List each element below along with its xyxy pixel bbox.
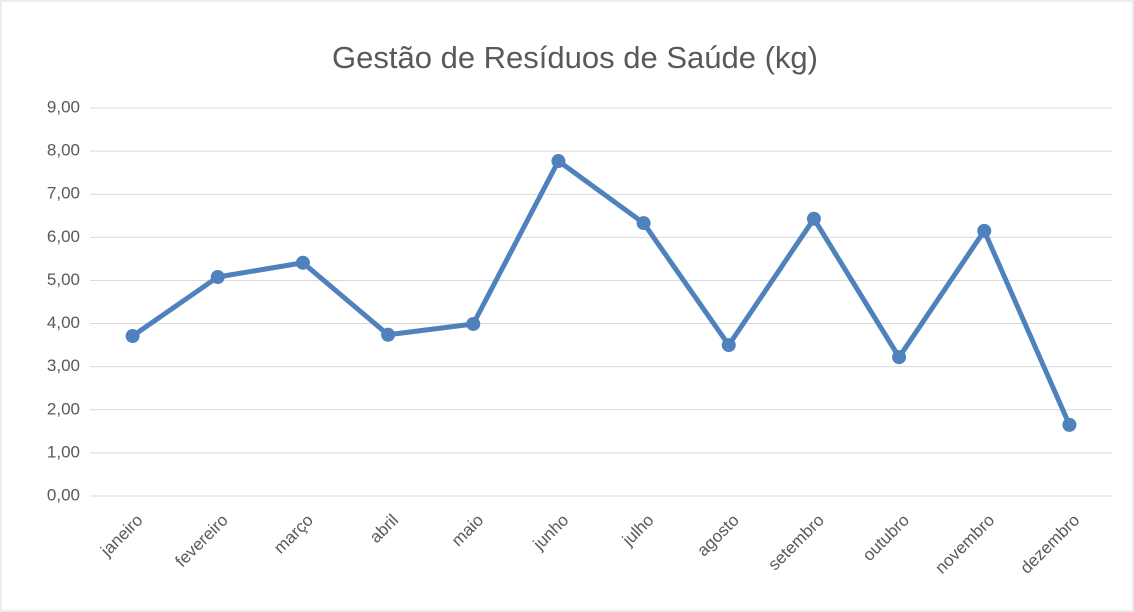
point [721, 338, 736, 353]
y-tick-label: 3,00 [47, 356, 80, 375]
point [636, 216, 651, 231]
y-tick-label: 4,00 [47, 313, 80, 332]
y-tick-label: 5,00 [47, 270, 80, 289]
point [977, 223, 992, 238]
point [551, 154, 566, 169]
point [806, 211, 821, 226]
y-tick-label: 2,00 [47, 399, 80, 418]
point [210, 269, 225, 284]
point [381, 327, 396, 342]
y-tick-label: 1,00 [47, 442, 80, 461]
point [295, 255, 310, 270]
point [125, 329, 140, 344]
chart-title: Gestão de Resíduos de Saúde (kg) [332, 40, 818, 75]
line [131, 158, 1072, 426]
y-tick-label: 6,00 [47, 227, 80, 246]
y-tick-label: 8,00 [47, 141, 80, 160]
point [466, 316, 481, 331]
point [1062, 417, 1077, 432]
y-tick-label: 7,00 [47, 184, 80, 203]
y-tick-label: 0,00 [47, 485, 80, 504]
y-tick-label: 9,00 [47, 97, 80, 116]
point [892, 350, 907, 365]
